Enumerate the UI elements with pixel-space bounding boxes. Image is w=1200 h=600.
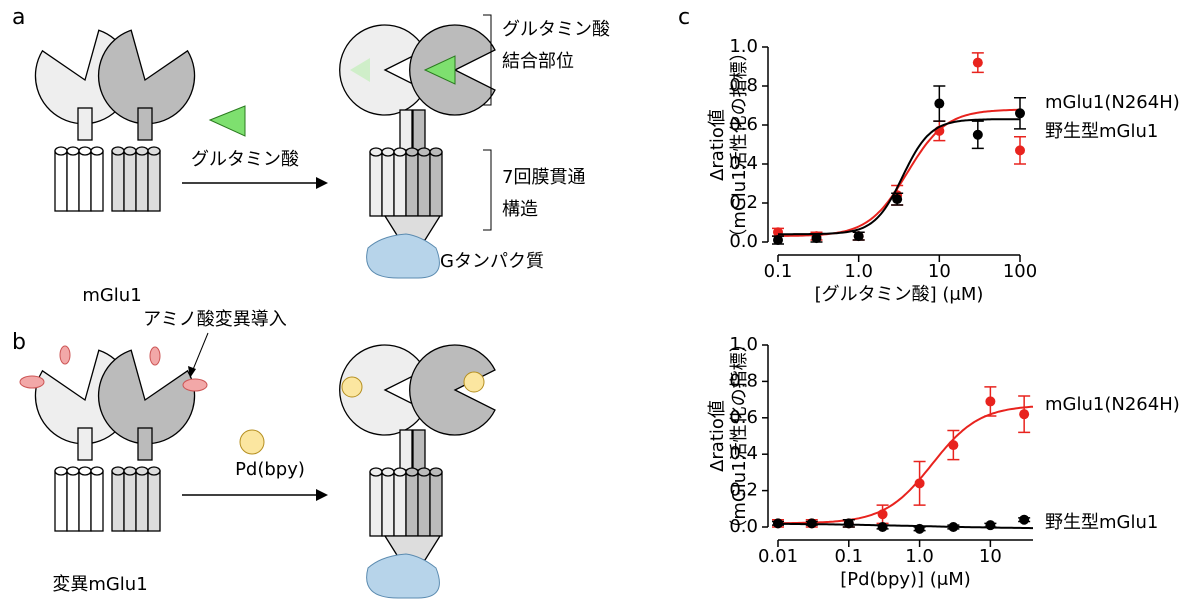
mutation: [19, 375, 45, 389]
data-point: [985, 396, 996, 407]
data-point: [877, 509, 888, 520]
bracket: [483, 14, 492, 106]
data-point: [972, 129, 983, 140]
annotation: グルタミン酸: [502, 19, 610, 40]
g-protein: [366, 553, 440, 599]
y-tick-label: 0.8: [729, 75, 758, 96]
y-tick-label: 0.2: [729, 192, 758, 213]
y-tick-label: 0.4: [729, 153, 758, 174]
y-tick-label: 0.4: [729, 443, 758, 464]
y-tick-label: 1.0: [729, 36, 758, 57]
panel-label: c: [678, 5, 690, 30]
y-tick-label: 0.8: [729, 370, 758, 391]
mutation: [149, 346, 161, 366]
x-tick-label: 1.0: [905, 546, 934, 567]
x-tick-label: 1.0: [844, 261, 873, 282]
x-axis-label: [Pd(bpy)] (μM): [840, 569, 971, 590]
data-point: [914, 478, 925, 489]
arrow-head: [316, 489, 328, 501]
x-tick-label: 10: [979, 546, 1002, 567]
fit-curve: [778, 405, 1034, 525]
panel-label: a: [12, 5, 25, 30]
pd-bound: [341, 376, 363, 398]
pointer-head: [188, 366, 196, 378]
bracket: [483, 149, 492, 231]
pd-label: Pd(bpy): [235, 459, 305, 480]
annotation: 結合部位: [502, 51, 574, 72]
annotation: 構造: [502, 199, 538, 220]
fit-curve: [778, 118, 1020, 236]
x-tick-label: 10: [928, 261, 951, 282]
x-tick-label: 0.01: [758, 546, 798, 567]
y-axis-label: Δratio値: [707, 400, 728, 472]
data-point: [948, 440, 959, 451]
legend-label: 野生型mGlu1: [1045, 512, 1158, 533]
receptor-label: 変異mGlu1: [52, 574, 147, 595]
x-axis-label: [グルタミン酸] (μM): [815, 284, 984, 305]
data-point: [985, 520, 996, 531]
ligand-bound: [350, 58, 370, 82]
pd-complex: [239, 429, 265, 455]
data-point: [1015, 108, 1025, 119]
annotation: アミノ酸変異導入: [143, 309, 287, 330]
receptor-active: [339, 24, 496, 241]
pd-bound: [463, 371, 485, 393]
fit-curve: [778, 108, 1020, 237]
data-point: [972, 57, 983, 68]
pointer: [191, 332, 209, 373]
data-point: [843, 518, 854, 529]
y-axis-label: （mGlu1活性化の指標）: [729, 334, 750, 537]
data-point: [806, 518, 817, 529]
mutation: [182, 378, 208, 392]
y-tick-label: 0.0: [729, 231, 758, 252]
y-tick-label: 0.0: [729, 516, 758, 537]
legend-label: 野生型mGlu1: [1045, 121, 1158, 142]
y-tick-label: 0.6: [729, 407, 758, 428]
ligand: [208, 105, 246, 137]
data-point: [811, 233, 822, 244]
receptor-mutant: [26, 344, 205, 531]
data-point: [1019, 514, 1030, 525]
data-point: [948, 522, 959, 532]
data-point: [773, 235, 783, 246]
ligand-bound: [423, 55, 456, 85]
data-point: [892, 194, 903, 205]
g-protein: [366, 233, 440, 279]
receptor-label: mGlu1: [82, 285, 141, 306]
x-tick-label: 0.1: [834, 546, 863, 567]
legend-label: mGlu1(N264H): [1045, 394, 1180, 415]
y-axis-label: Δratio値: [707, 109, 728, 181]
data-point: [1015, 145, 1025, 156]
receptor-inactive: [26, 24, 205, 211]
x-tick-label: 100: [1003, 261, 1037, 282]
ligand-label: グルタミン酸: [191, 149, 299, 170]
legend-label: mGlu1(N264H): [1045, 92, 1180, 113]
annotation: Gタンパク質: [440, 251, 544, 272]
data-point: [914, 523, 925, 534]
data-point: [1019, 409, 1030, 420]
data-point: [853, 231, 864, 242]
x-tick-label: 0.1: [764, 261, 793, 282]
y-axis-label: （mGlu1活性化の指標）: [729, 43, 750, 246]
y-tick-label: 0.2: [729, 480, 758, 501]
arrow-head: [316, 177, 328, 189]
panel-label: b: [12, 330, 26, 355]
annotation: 7回膜貫通: [502, 167, 585, 188]
charts: 0.0 0.2 0.4 0.6 0.8 1.0 0.1 1.0 10 100 [グルタミン酸] (μ…: [707, 36, 1180, 590]
y-tick-label: 0.6: [729, 114, 758, 135]
data-point: [877, 522, 888, 532]
data-point: [934, 98, 945, 109]
data-point: [773, 518, 783, 529]
y-tick-label: 1.0: [729, 334, 758, 355]
mutation: [59, 345, 71, 365]
